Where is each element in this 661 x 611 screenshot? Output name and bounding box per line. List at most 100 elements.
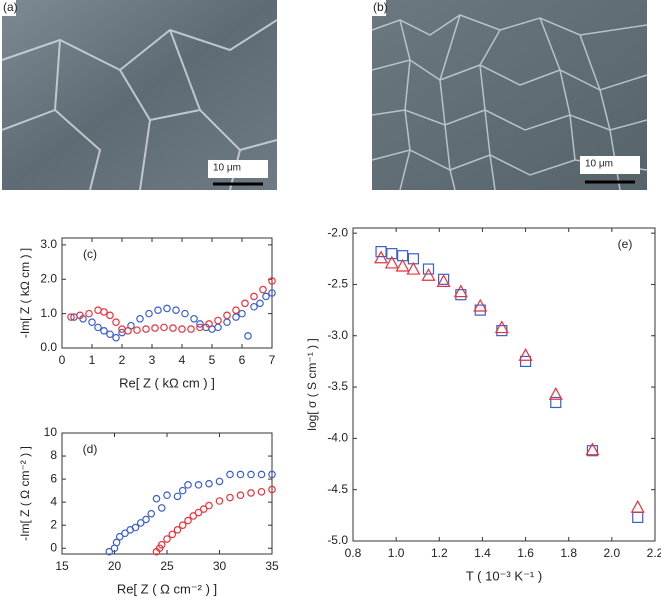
circle-marker (131, 523, 140, 532)
circle-marker (154, 306, 162, 314)
panel-annotation: (d) (83, 442, 98, 456)
circle-marker (76, 311, 84, 320)
circle-marker (184, 481, 192, 489)
square-marker (375, 246, 387, 258)
circle-marker (163, 535, 171, 543)
circle-marker (136, 519, 145, 527)
circle-marker (247, 489, 255, 497)
circle-marker (157, 504, 166, 512)
triangle-marker (473, 298, 488, 312)
circle-marker (268, 277, 276, 285)
circle-marker (196, 323, 204, 332)
x-tick-label: 1.8 (560, 546, 577, 560)
circle-marker (172, 306, 180, 314)
circle-marker (236, 470, 245, 479)
y-tick-label: 3.0 (40, 237, 57, 251)
y-tick-label: -4.0 (327, 431, 348, 445)
circle-marker (163, 304, 171, 313)
x-tick-label: 25 (160, 559, 174, 573)
y-tick-label: -2.0 (327, 225, 348, 239)
circle-marker (67, 313, 75, 321)
circle-marker (115, 532, 124, 541)
x-tick-label: 35 (265, 559, 279, 573)
circle-marker (194, 481, 203, 489)
plot-frame (61, 237, 273, 349)
circle-marker (268, 289, 276, 297)
triangle-marker (374, 250, 389, 264)
square-marker (422, 263, 435, 275)
circle-marker (244, 332, 252, 340)
panel-label: (a) (3, 0, 18, 14)
circle-marker (136, 314, 144, 323)
triangle-marker (395, 258, 410, 272)
circle-marker (100, 327, 108, 335)
circle-marker (124, 327, 132, 335)
circle-marker (247, 470, 255, 479)
circle-marker (142, 515, 150, 524)
circle-marker (232, 313, 240, 321)
circle-marker (85, 309, 93, 318)
circle-marker (226, 493, 234, 502)
square-marker (519, 355, 532, 368)
plot-frame (352, 227, 656, 542)
y-axis-label: -Im[ Z ( kΩ cm ) ] (18, 248, 32, 338)
circle-marker (199, 505, 208, 513)
panel-annotation: (c) (83, 247, 97, 261)
triangle-marker (494, 320, 509, 334)
circle-marker (145, 309, 153, 318)
y-axis-label: -Im[ Z ( Ω cm⁻² ) ] (18, 446, 32, 541)
circle-marker (256, 299, 264, 308)
y-tick-label: -2.5 (327, 277, 348, 291)
x-tick-label: 1 (89, 353, 96, 367)
x-tick-label: 15 (55, 559, 69, 573)
circle-marker (151, 324, 159, 332)
x-axis-label: Re[ Z ( kΩ cm ) ] (119, 375, 215, 390)
circle-marker (214, 323, 222, 332)
y-tick-label: 0.0 (40, 340, 57, 354)
circle-marker (232, 306, 240, 314)
triangle-marker (585, 442, 600, 456)
circle-marker (160, 323, 168, 332)
y-tick-label: 4 (50, 494, 57, 508)
circle-marker (105, 547, 114, 556)
square-marker (550, 396, 562, 409)
y-tick-label: 10 (44, 425, 58, 439)
y-tick-label: -4.5 (327, 482, 348, 496)
x-tick-label: 2.0 (604, 546, 621, 560)
circle-marker (226, 470, 234, 479)
x-tick-label: 1.4 (474, 546, 491, 560)
x-tick-label: 2.2 (647, 546, 661, 560)
circle-marker (112, 333, 120, 342)
circle-marker (190, 314, 198, 323)
circle-marker (181, 309, 189, 318)
circle-marker (214, 316, 222, 325)
circle-marker (112, 318, 120, 327)
circle-marker (238, 309, 246, 318)
circle-marker (157, 540, 166, 549)
circle-marker (88, 318, 96, 327)
triangle-marker (384, 255, 399, 269)
circle-marker (259, 285, 267, 294)
x-tick-label: 6 (239, 353, 246, 367)
y-axis-label: log[ σ ( S cm⁻¹ ) ] (305, 338, 319, 430)
x-tick-label: 1.2 (431, 546, 448, 560)
x-tick-label: 7 (269, 353, 276, 367)
circle-marker (147, 509, 156, 518)
y-tick-label: -3.0 (327, 328, 348, 342)
circle-marker (163, 491, 171, 500)
circle-marker (187, 325, 195, 333)
circle-marker (168, 530, 177, 539)
circle-marker (106, 311, 114, 320)
x-tick-label: 2 (119, 353, 126, 367)
circle-marker (215, 477, 224, 486)
circle-marker (194, 508, 203, 517)
circle-marker (169, 324, 177, 332)
x-tick-label: 1.0 (388, 546, 405, 560)
circle-marker (250, 302, 258, 311)
x-axis-label: Re[ Z ( Ω cm⁻² ) ] (117, 581, 217, 596)
circle-marker (257, 470, 266, 479)
circle-marker (262, 292, 270, 301)
circle-marker (178, 521, 187, 529)
x-axis-label: T ( 10⁻³ K⁻¹ ) (466, 568, 542, 583)
